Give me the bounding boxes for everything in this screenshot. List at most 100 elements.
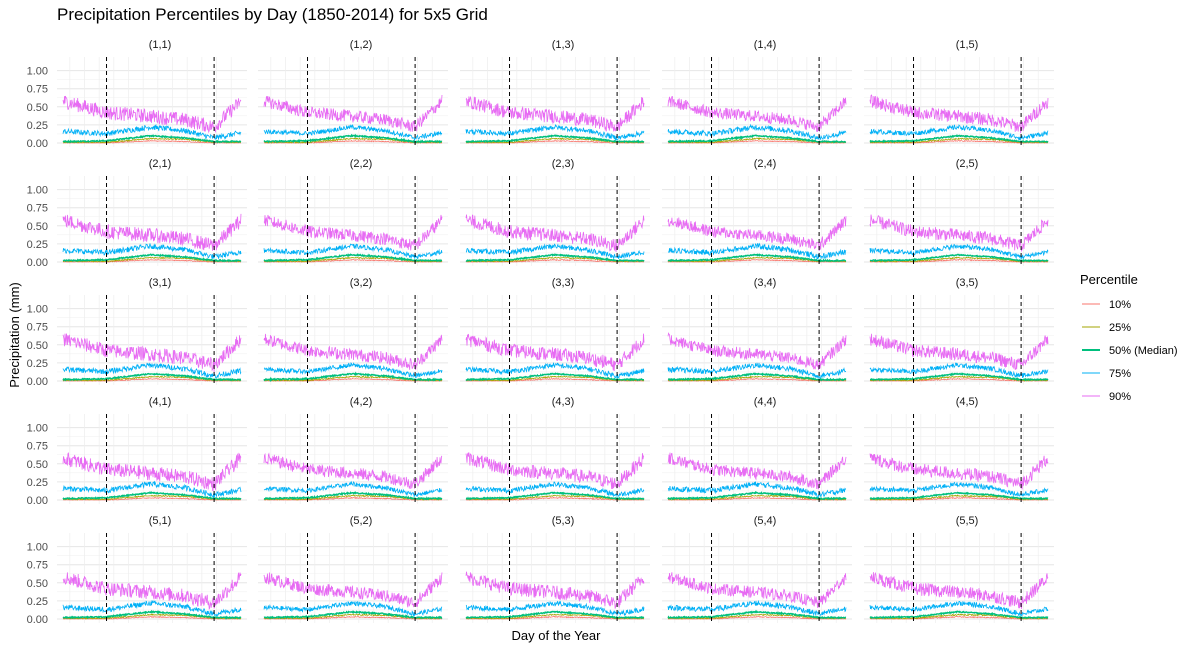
legend-item-label: 90%: [1109, 391, 1131, 403]
series-line: [263, 333, 443, 371]
y-tick-label: 0.00: [27, 614, 48, 626]
facet-panel: (4,5): [864, 396, 1054, 504]
series-line: [869, 362, 1049, 378]
facet-panel: (1,5): [864, 39, 1054, 147]
y-tick-label: 0.00: [27, 257, 48, 269]
y-tick-label: 0.75: [27, 560, 48, 572]
series-line: [62, 213, 242, 251]
series-line: [62, 452, 242, 492]
facet-panel: (2,4): [662, 158, 852, 266]
facet-strip-label: (2,3): [552, 158, 575, 170]
y-tick-label: 1.00: [27, 304, 48, 316]
panel-background: [662, 176, 852, 266]
facet-strip-label: (1,5): [956, 39, 979, 51]
facet-strip-label: (5,5): [956, 515, 979, 527]
series-line: [667, 372, 847, 382]
series-line: [263, 600, 443, 617]
series-line: [667, 362, 847, 379]
panel-background: [864, 176, 1054, 266]
panel-background: [258, 176, 448, 266]
series-line: [668, 615, 847, 620]
y-tick-label: 0.75: [27, 84, 48, 96]
series-line: [465, 243, 645, 260]
series-line: [667, 375, 847, 382]
facet-strip-label: (4,2): [350, 396, 373, 408]
series-line: [263, 377, 443, 382]
series-line: [62, 137, 241, 144]
series-line: [465, 600, 645, 617]
series-line: [465, 214, 645, 253]
y-tick-label: 1.00: [27, 185, 48, 197]
facet-panel: (1,1) 0.00 0.25 0.50 0.75 1.00: [27, 39, 247, 150]
legend-item-label: 50% (Median): [1109, 345, 1177, 357]
series-line: [263, 452, 443, 490]
facet-panel: (2,2): [258, 158, 448, 266]
series-line: [263, 362, 443, 379]
facet-panel: (1,4): [662, 39, 852, 147]
facet-strip-label: (3,2): [350, 277, 373, 289]
y-tick-label: 0.75: [27, 441, 48, 453]
series-line: [465, 134, 645, 144]
y-tick-label: 0.25: [27, 239, 48, 251]
y-tick-label: 1.00: [27, 423, 48, 435]
series-line: [263, 609, 443, 620]
panel-background: [258, 295, 448, 385]
facet-panel: (3,5): [864, 277, 1054, 385]
series-line: [263, 243, 443, 260]
series-line: [667, 481, 847, 498]
facet-panel: (4,4): [662, 396, 852, 504]
facet-panel: (2,3): [460, 158, 650, 266]
facet-strip-label: (5,1): [149, 515, 172, 527]
legend-item-label: 25%: [1109, 322, 1131, 334]
facet-strip-label: (4,1): [149, 396, 172, 408]
facet-strip-label: (4,3): [552, 396, 575, 408]
series-line: [62, 243, 242, 260]
panel-background: [460, 533, 650, 623]
y-tick-label: 1.00: [27, 66, 48, 78]
facet-strip-label: (3,3): [552, 277, 575, 289]
series-line: [667, 599, 847, 617]
facet-strip-label: (1,3): [552, 39, 575, 51]
y-tick-label: 1.00: [27, 542, 48, 554]
facet-strip-label: (2,2): [350, 158, 373, 170]
series-line: [869, 377, 1049, 382]
facet-panel: (4,1) 0.00 0.25 0.50 0.75 1.00: [27, 396, 247, 507]
y-tick-label: 0.00: [27, 495, 48, 507]
series-line: [263, 371, 443, 383]
series-line: [465, 375, 645, 382]
series-line: [62, 572, 242, 611]
panel-background: [662, 295, 852, 385]
series-line: [869, 453, 1049, 490]
facet-panel: (1,2): [258, 39, 448, 147]
chart-title: Precipitation Percentiles by Day (1850-2…: [57, 5, 488, 24]
series-line: [263, 491, 443, 501]
series-line: [465, 123, 645, 141]
series-line: [62, 372, 242, 382]
facet-strip-label: (2,5): [956, 158, 979, 170]
series-line: [667, 452, 847, 490]
series-line: [869, 601, 1049, 617]
y-tick-label: 0.25: [27, 596, 48, 608]
series-line: [465, 333, 645, 372]
series-line: [465, 610, 645, 620]
facet-panel: (5,3): [460, 515, 650, 623]
series-line: [870, 139, 1049, 144]
series-line: [263, 94, 443, 133]
facet-panel: (4,3): [460, 396, 650, 504]
series-line: [667, 332, 847, 371]
y-tick-label: 0.00: [27, 138, 48, 150]
facet-panel: (3,2): [258, 277, 448, 385]
facet-strip-label: (3,5): [956, 277, 979, 289]
y-tick-label: 0.50: [27, 578, 48, 590]
panel-background: [864, 295, 1054, 385]
series-line: [667, 572, 847, 608]
series-line: [869, 253, 1049, 263]
y-tick-label: 0.50: [27, 459, 48, 471]
series-line: [263, 572, 443, 608]
y-axis-label: Precipitation (mm): [7, 282, 22, 387]
series-line: [869, 94, 1049, 134]
facet-panel: (2,1) 0.00 0.25 0.50 0.75 1.00: [27, 158, 247, 269]
facet-panel: (3,1) 0.00 0.25 0.50 0.75 1.00: [27, 277, 247, 388]
facet-strip-label: (2,4): [754, 158, 777, 170]
legend: Percentile 10% 25% 50% (Median) 75% 90%: [1080, 272, 1177, 403]
